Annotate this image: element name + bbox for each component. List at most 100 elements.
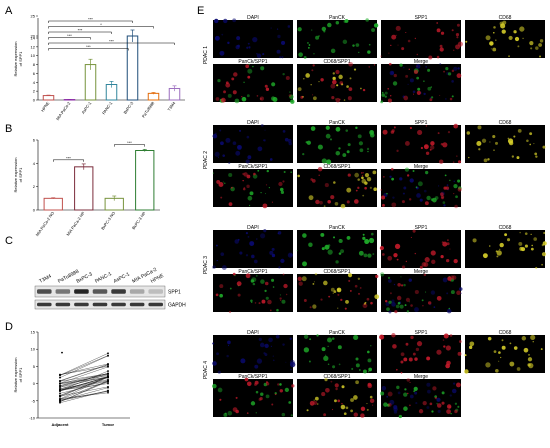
signal-spot [442, 241, 448, 247]
tile-title: SPP1 [415, 120, 428, 126]
signal-spot [228, 202, 233, 207]
signal-spot [368, 367, 373, 372]
signal-spot [380, 100, 384, 104]
signal-spot [504, 233, 508, 237]
signal-spot [228, 161, 231, 165]
signal-spot [388, 279, 392, 283]
signal-spot [330, 195, 335, 200]
signal-spot [342, 39, 348, 45]
signal-spot [282, 72, 285, 76]
signal-spot [301, 276, 307, 282]
signal-spot [302, 261, 307, 267]
signal-spot [416, 65, 418, 67]
y-tick-label: 15 [31, 330, 36, 335]
blot-band [148, 302, 163, 307]
signal-spot [530, 247, 534, 251]
signal-spot [309, 400, 315, 406]
signal-spot [264, 353, 268, 356]
signal-spot [283, 283, 288, 289]
signal-spot [247, 235, 250, 238]
signal-spot [262, 203, 268, 209]
signal-spot [511, 155, 515, 158]
signal-spot [412, 169, 415, 172]
signal-spot [533, 143, 535, 145]
y-tick-label: 20 [31, 34, 36, 39]
signal-spot [410, 304, 413, 307]
signal-spot [492, 134, 496, 139]
signal-spot [542, 145, 546, 149]
signal-spot [279, 389, 284, 393]
signal-spot [382, 253, 385, 256]
signal-spot [501, 345, 506, 350]
signal-spot [373, 64, 376, 66]
signal-spot [371, 232, 374, 236]
signal-spot [409, 126, 413, 130]
signal-spot [302, 233, 307, 238]
signal-spot [485, 362, 491, 368]
signal-spot [251, 301, 253, 304]
signal-spot [359, 369, 361, 371]
signal-spot [263, 139, 265, 142]
lane-label: T3M4 [38, 273, 52, 284]
signal-spot [246, 46, 249, 49]
signal-spot [303, 78, 305, 80]
signal-spot [332, 72, 335, 75]
signal-spot [236, 36, 241, 41]
signal-spot [296, 250, 298, 252]
signal-spot [367, 358, 372, 363]
signal-spot [363, 302, 366, 306]
signal-spot [256, 358, 263, 364]
signal-spot [330, 83, 336, 89]
signal-spot [359, 148, 364, 153]
signal-spot [339, 81, 344, 85]
signal-spot [276, 49, 281, 54]
signal-spot [453, 192, 455, 195]
signal-spot [408, 357, 413, 362]
signal-spot [407, 39, 411, 43]
signal-spot [321, 392, 326, 397]
signal-spot [408, 68, 410, 70]
signal-spot [493, 32, 495, 34]
signal-spot [521, 336, 527, 341]
signal-spot [528, 354, 530, 356]
signal-spot [212, 172, 214, 174]
signal-spot [404, 141, 410, 146]
pair-line [59, 370, 109, 391]
micrograph-tile [297, 274, 377, 312]
signal-spot [390, 44, 392, 47]
signal-spot [219, 284, 224, 289]
signal-spot [468, 345, 473, 350]
signal-spot [310, 84, 312, 86]
signal-spot [303, 347, 310, 353]
signal-spot [359, 287, 362, 289]
signal-spot [524, 232, 528, 235]
signal-spot [500, 23, 506, 29]
signal-spot [245, 159, 250, 164]
signal-spot [255, 412, 257, 414]
x-tick-label: BxPC-3 [122, 100, 134, 115]
signal-spot [344, 19, 349, 23]
signal-spot [302, 152, 305, 156]
signal-spot [388, 52, 390, 54]
signal-spot [259, 397, 263, 401]
signal-spot [439, 63, 442, 65]
signal-spot [391, 34, 397, 40]
signal-spot [330, 48, 336, 54]
signal-spot [348, 87, 353, 92]
pair-line [59, 377, 109, 397]
signal-spot [393, 73, 397, 78]
signal-spot [317, 144, 323, 150]
signal-spot [237, 44, 240, 48]
signal-spot [321, 247, 325, 251]
signal-spot [260, 233, 266, 239]
signal-spot [327, 345, 329, 348]
signal-spot [414, 289, 419, 295]
signal-spot [413, 69, 419, 74]
signal-spot [429, 98, 433, 102]
signal-spot [328, 295, 331, 298]
pair-line [59, 373, 109, 386]
signal-spot [446, 409, 451, 414]
signal-spot [244, 377, 249, 382]
signal-spot [429, 97, 432, 99]
signal-spot [317, 403, 319, 405]
